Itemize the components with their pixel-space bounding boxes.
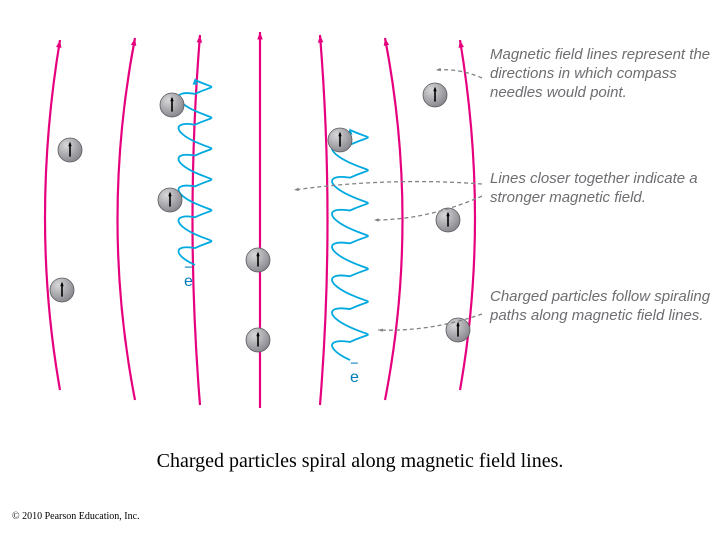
electron-sign: − [184, 264, 193, 273]
annotation-arrow [294, 182, 482, 190]
annotation-arrow [436, 70, 482, 78]
annotation-text: Charged particles follow spiraling paths… [490, 288, 720, 326]
caption: Charged particles spiral along magnetic … [0, 450, 720, 473]
particle [158, 188, 182, 212]
field-line [193, 35, 201, 405]
annotation-text: Lines closer together indicate a stronge… [490, 170, 720, 208]
particle [246, 248, 270, 272]
particle [446, 318, 470, 342]
particle [50, 278, 74, 302]
electron-sign: − [350, 360, 359, 369]
field-line [320, 35, 328, 405]
particle [246, 328, 270, 352]
electron-label: −e [350, 360, 359, 387]
copyright: © 2010 Pearson Education, Inc. [12, 511, 140, 522]
particle [328, 128, 352, 152]
electron-e: e [350, 369, 359, 387]
diagram-area: Magnetic field lines represent the direc… [40, 20, 680, 420]
particle [160, 93, 184, 117]
particle [58, 138, 82, 162]
field-line [118, 38, 136, 400]
electron-e: e [184, 273, 193, 291]
field-line [45, 40, 60, 390]
annotation-arrow [374, 196, 482, 220]
annotation-text: Magnetic field lines represent the direc… [490, 46, 720, 102]
spiral-path [332, 130, 368, 360]
electron-label: −e [184, 264, 193, 291]
particle [423, 83, 447, 107]
